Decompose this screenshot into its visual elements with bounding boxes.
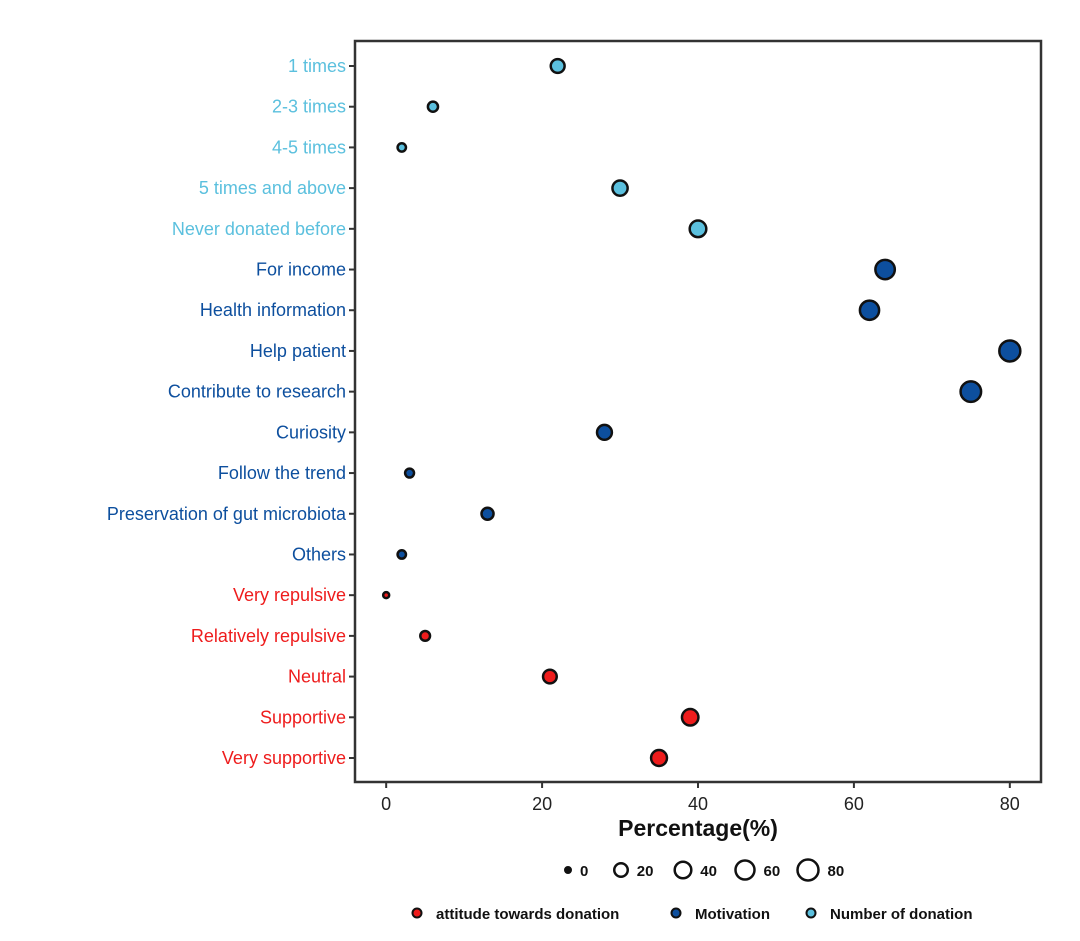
y-tick-label-never-donated-before: Never donated before [172, 219, 346, 239]
size-legend-key [796, 858, 820, 882]
size-legend-key [564, 866, 572, 874]
size-legend-label: 0 [580, 863, 588, 880]
size-legend-label: 80 [828, 863, 845, 880]
plot-panel-border [353, 39, 1043, 784]
x-tick-label: 20 [532, 794, 552, 814]
y-tick-label-others: Others [292, 544, 346, 564]
data-point-2-3-times [426, 100, 440, 114]
color-legend-label-number-of-donation: Number of donation [830, 906, 973, 923]
y-tick-label-2-3-times: 2-3 times [272, 97, 346, 117]
color-legend-key-motivation [670, 907, 682, 919]
data-point-never-donated-before [688, 219, 708, 239]
color-legend-label-motivation: Motivation [695, 906, 770, 923]
color-legend-key-number-of-donation [805, 907, 817, 919]
data-point-relatively-repulsive [419, 629, 432, 643]
y-tick-label-supportive: Supportive [260, 707, 346, 727]
size-legend-key [613, 862, 629, 878]
data-point-help-patient [998, 339, 1022, 363]
y-tick-label-for-income: For income [256, 260, 346, 280]
data-point-neutral [541, 668, 558, 685]
y-tick-label-follow-the-trend: Follow the trend [218, 463, 346, 483]
data-point-4-5-times [396, 141, 408, 153]
data-point-contribute-to-research [959, 380, 983, 404]
data-point-5-times-and-above [611, 179, 629, 197]
data-point-supportive [680, 707, 700, 727]
data-point-follow-the-trend [403, 467, 416, 479]
x-tick-label: 40 [688, 794, 708, 814]
y-tick-label-preservation-of-gut-microbiota: Preservation of gut microbiota [107, 504, 347, 524]
data-point-1-times [549, 57, 566, 75]
y-tick-label-5-times-and-above: 5 times and above [199, 178, 346, 198]
data-point-health-information [858, 299, 881, 322]
data-point-curiosity [595, 423, 614, 442]
y-tick-label-health-information: Health information [200, 300, 346, 320]
color-legend-label-attitude-towards-donation: attitude towards donation [436, 906, 619, 923]
data-point-very-repulsive [381, 590, 391, 600]
data-point-preservation-of-gut-microbiota [480, 506, 495, 522]
data-point-for-income [874, 258, 897, 281]
data-point-others [396, 549, 408, 560]
x-axis-title: Percentage(%) [618, 815, 778, 841]
data-point-very-supportive [649, 748, 669, 768]
size-legend-label: 40 [700, 863, 717, 880]
color-legend-key-attitude-towards-donation [411, 907, 423, 919]
size-legend-label: 60 [763, 863, 780, 880]
y-tick-label-very-repulsive: Very repulsive [233, 585, 346, 605]
y-tick-label-contribute-to-research: Contribute to research [168, 382, 346, 402]
size-legend-key [734, 859, 756, 881]
size-legend-key [673, 860, 693, 880]
x-tick-label: 0 [381, 794, 391, 814]
x-tick-label: 80 [1000, 794, 1020, 814]
y-tick-label-4-5-times: 4-5 times [272, 137, 346, 157]
y-tick-label-very-supportive: Very supportive [222, 748, 346, 768]
y-tick-label-relatively-repulsive: Relatively repulsive [191, 626, 346, 646]
size-legend-label: 20 [637, 863, 654, 880]
y-tick-label-neutral: Neutral [288, 667, 346, 687]
y-tick-label-help-patient: Help patient [250, 341, 346, 361]
x-tick-label: 60 [844, 794, 864, 814]
y-tick-label-curiosity: Curiosity [276, 422, 346, 442]
y-tick-label-1-times: 1 times [288, 56, 346, 76]
